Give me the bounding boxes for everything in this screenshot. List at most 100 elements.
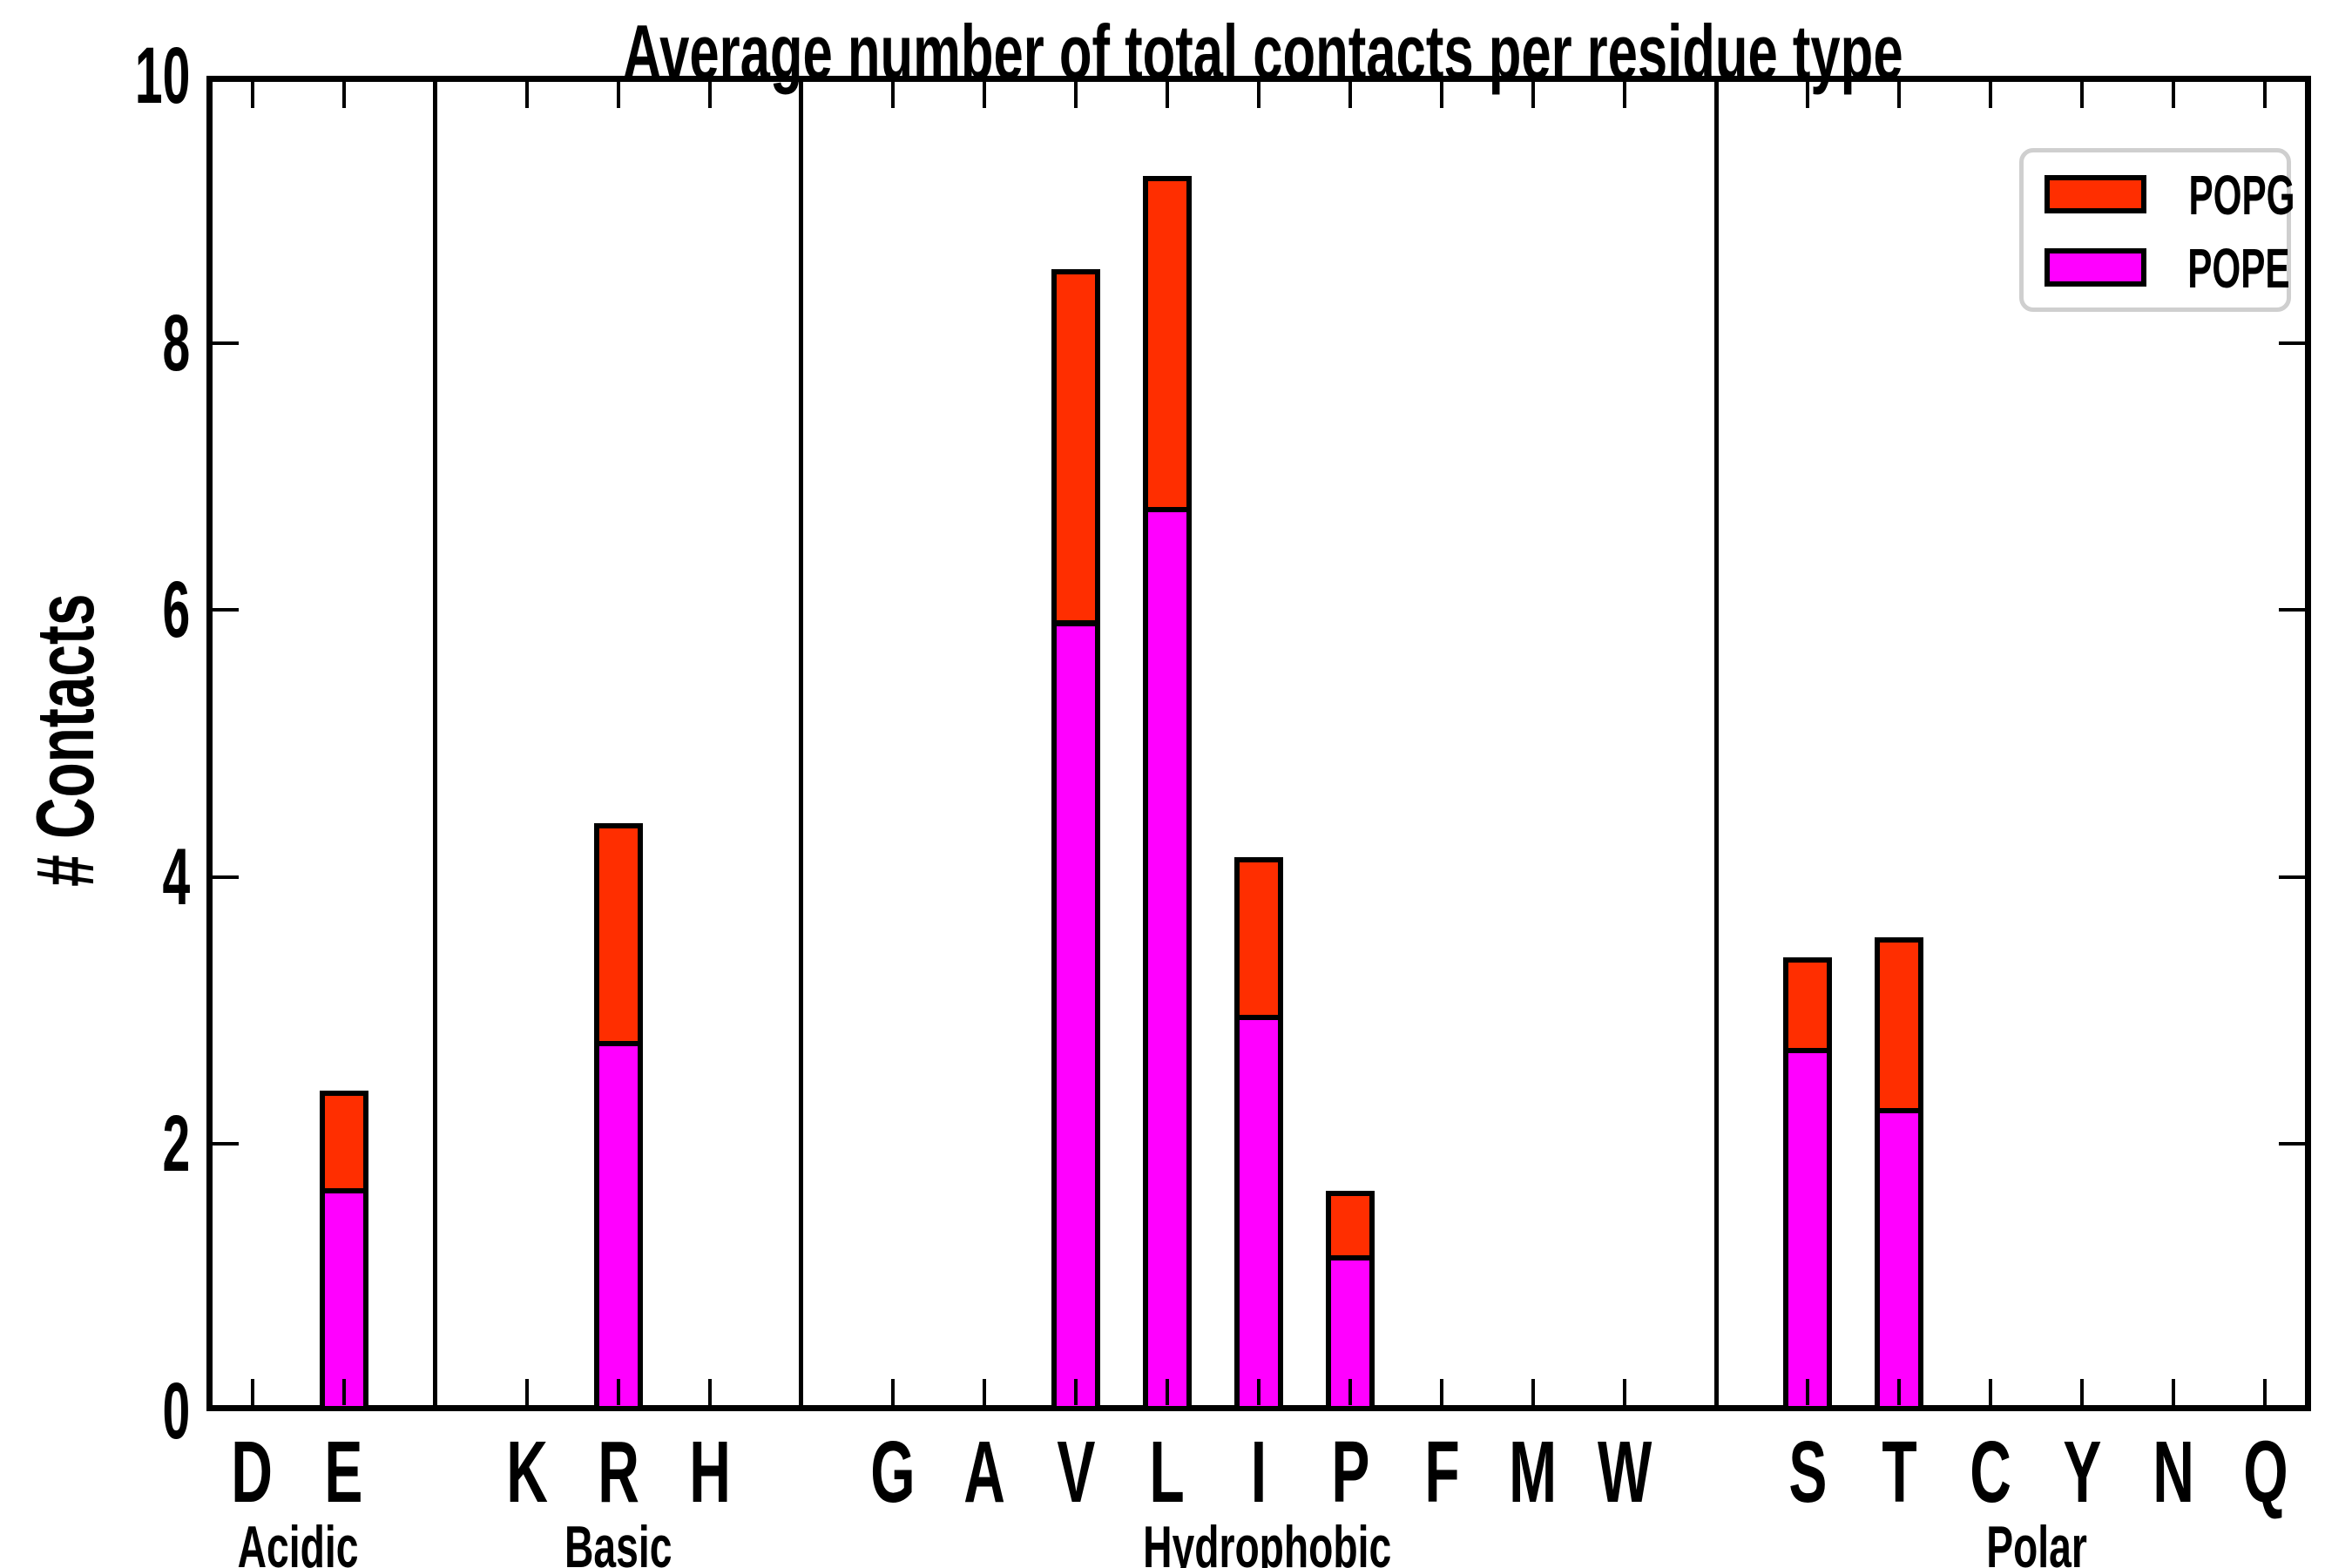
bar-L xyxy=(1142,176,1192,1411)
x-tick-top xyxy=(524,82,529,108)
group-divider xyxy=(799,82,804,1405)
group-divider xyxy=(1713,82,1719,1405)
group-label-text: Polar xyxy=(1986,1514,2087,1568)
x-tick-bottom xyxy=(1623,1379,1627,1405)
x-category-label-text: N xyxy=(2153,1423,2195,1521)
y-tick-left xyxy=(213,875,239,879)
y-tick-label: 8 xyxy=(59,303,190,383)
group-label-polar: Polar xyxy=(1862,1516,2211,1568)
y-tick-right xyxy=(2279,608,2305,612)
x-tick-top xyxy=(2080,82,2085,108)
x-category-label-text: T xyxy=(1882,1423,1917,1521)
y-tick-label: 10 xyxy=(59,36,190,116)
x-tick-bottom xyxy=(1806,1379,1810,1405)
x-tick-top xyxy=(1989,82,1993,108)
x-tick-bottom xyxy=(1440,1379,1444,1405)
bar-segment-pope-R xyxy=(598,1046,638,1406)
x-category-label-text: K xyxy=(505,1423,548,1521)
x-tick-top xyxy=(2263,82,2268,108)
bar-R xyxy=(593,823,643,1411)
y-tick-label-text: 4 xyxy=(162,832,190,922)
y-tick-right xyxy=(2279,341,2305,345)
group-label-basic: Basic xyxy=(444,1516,793,1568)
x-tick-bottom xyxy=(1897,1379,1902,1405)
x-tick-bottom xyxy=(616,1379,620,1405)
x-tick-bottom xyxy=(1257,1379,1260,1405)
x-category-label-text: W xyxy=(1598,1423,1652,1521)
x-category-label-E: E xyxy=(298,1429,389,1516)
x-tick-top xyxy=(1073,82,1078,108)
x-tick-bottom xyxy=(707,1379,712,1405)
x-category-label-K: K xyxy=(481,1429,572,1516)
x-category-label-text: C xyxy=(1970,1423,2012,1521)
x-category-label-I: I xyxy=(1213,1429,1305,1516)
y-tick-label-text: 6 xyxy=(162,565,190,655)
group-label-text: Acidic xyxy=(237,1514,359,1568)
bar-segment-pope-S xyxy=(1788,1053,1828,1406)
x-category-label-text: L xyxy=(1149,1423,1186,1521)
y-tick-left xyxy=(213,608,239,612)
bar-V xyxy=(1051,269,1100,1411)
x-category-label-Q: Q xyxy=(2220,1429,2311,1516)
group-label-acidic: Acidic xyxy=(124,1516,472,1568)
bar-segment-pope-I xyxy=(1240,1020,1278,1406)
x-category-label-text: E xyxy=(324,1423,363,1521)
x-tick-bottom xyxy=(2263,1379,2268,1405)
x-category-label-text: F xyxy=(1423,1423,1460,1521)
bar-segment-popg-T xyxy=(1880,943,1919,1108)
legend: POPG POPE xyxy=(2019,148,2295,312)
group-label-hydrophobic: Hydrophobic xyxy=(1085,1516,1433,1568)
x-tick-top xyxy=(1897,82,1902,108)
y-tick-label: 4 xyxy=(59,837,190,917)
bar-T xyxy=(1875,937,1924,1411)
x-category-label-T: T xyxy=(1854,1429,1945,1516)
x-category-label-text: I xyxy=(1250,1423,1267,1521)
x-category-label-text: Y xyxy=(2063,1423,2102,1521)
bar-segment-popg-E xyxy=(324,1096,363,1188)
bar-S xyxy=(1783,957,1833,1411)
x-tick-bottom xyxy=(1989,1379,1993,1405)
x-tick-bottom xyxy=(1165,1379,1169,1405)
group-label-text: Basic xyxy=(564,1514,672,1568)
x-tick-bottom xyxy=(524,1379,529,1405)
bar-segment-popg-S xyxy=(1788,963,1828,1048)
x-category-label-A: A xyxy=(938,1429,1030,1516)
x-category-label-text: P xyxy=(1331,1423,1370,1521)
x-category-label-H: H xyxy=(664,1429,755,1516)
y-tick-label-text: 10 xyxy=(134,31,190,120)
x-tick-top xyxy=(1165,82,1169,108)
x-tick-bottom xyxy=(2172,1379,2176,1405)
x-tick-top xyxy=(1531,82,1536,108)
bar-segment-pope-E xyxy=(324,1193,363,1406)
y-tick-left xyxy=(213,341,239,345)
x-category-label-L: L xyxy=(1121,1429,1213,1516)
x-tick-top xyxy=(707,82,712,108)
legend-swatch-popg xyxy=(2044,175,2146,213)
x-category-label-text: M xyxy=(1509,1423,1558,1521)
legend-swatch-pope xyxy=(2044,248,2146,287)
y-tick-right xyxy=(2279,875,2305,879)
x-category-label-text: V xyxy=(1056,1423,1095,1521)
x-tick-top xyxy=(1257,82,1260,108)
x-tick-top xyxy=(1806,82,1810,108)
x-category-label-F: F xyxy=(1396,1429,1488,1516)
x-category-label-D: D xyxy=(206,1429,298,1516)
x-category-label-text: D xyxy=(231,1423,274,1521)
x-category-label-S: S xyxy=(1762,1429,1854,1516)
x-category-label-text: H xyxy=(688,1423,731,1521)
bar-segment-pope-L xyxy=(1147,512,1186,1406)
x-tick-bottom xyxy=(982,1379,986,1405)
x-tick-bottom xyxy=(1073,1379,1078,1405)
x-tick-top xyxy=(616,82,620,108)
bar-segment-popg-V xyxy=(1056,274,1095,620)
x-tick-top xyxy=(250,82,254,108)
bar-segment-pope-V xyxy=(1056,626,1095,1406)
x-tick-bottom xyxy=(341,1379,346,1405)
bar-E xyxy=(319,1091,368,1411)
x-category-label-M: M xyxy=(1488,1429,1579,1516)
x-category-label-text: A xyxy=(963,1423,1005,1521)
x-category-label-text: S xyxy=(1788,1423,1828,1521)
y-tick-label: 0 xyxy=(59,1371,190,1451)
x-tick-top xyxy=(1348,82,1353,108)
